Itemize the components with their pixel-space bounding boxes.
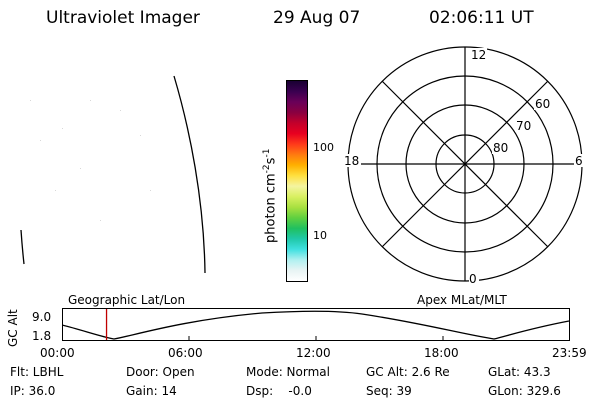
- instrument-title: Ultraviolet Imager: [46, 8, 200, 28]
- info-glat: GLat: 43.3: [488, 365, 551, 379]
- polar-label-right: 6: [575, 154, 583, 168]
- uv-image-panel: [20, 75, 206, 274]
- info-mode: Mode: Normal: [246, 365, 330, 379]
- orbit-time-tick-1: 06:00: [168, 346, 203, 360]
- polar-lat-60: 60: [535, 97, 550, 111]
- polar-label-top: 12: [471, 48, 486, 62]
- info-seq: Seq: 39: [366, 384, 412, 398]
- orbit-plot: [62, 308, 570, 341]
- limb-arc-right: [173, 75, 206, 274]
- orbit-time-tick-0: 00:00: [40, 346, 75, 360]
- colorbar-gradient: [286, 80, 308, 282]
- polar-label-left: 18: [344, 154, 359, 168]
- polar-lat-80: 80: [493, 141, 508, 155]
- orbit-ymin-label: 1.8: [32, 329, 52, 343]
- polar-plot: 12 0 18 6 60 70 80: [342, 46, 585, 286]
- info-door: Door: Open: [126, 365, 195, 379]
- info-dsp: Dsp: -0.0: [246, 384, 312, 398]
- faint-speckles: [30, 100, 151, 221]
- orbit-left-label: Geographic Lat/Lon: [68, 293, 186, 307]
- image-date: 29 Aug 07: [273, 8, 361, 28]
- orbit-time-tick-4: 23:59: [552, 346, 587, 360]
- colorbar-unit-label: photon cm-2s-1: [262, 148, 279, 243]
- info-gain: Gain: 14: [126, 384, 177, 398]
- polar-diagonal-2: [381, 80, 549, 248]
- orbit-altitude-curve: [62, 310, 570, 340]
- info-glon: GLon: 329.6: [488, 384, 561, 398]
- orbit-ymax-label: 9.0: [32, 310, 52, 324]
- orbit-time-tick-3: 18:00: [424, 346, 459, 360]
- colorbar-tick-10: 10: [313, 229, 327, 242]
- orbit-y-axis-label: GC Alt: [6, 309, 20, 347]
- info-gc-alt: GC Alt: 2.6 Re: [366, 365, 450, 379]
- orbit-time-tick-2: 12:00: [296, 346, 331, 360]
- image-time: 02:06:11 UT: [429, 8, 534, 28]
- polar-lat-70: 70: [516, 119, 531, 133]
- info-filter: Flt: LBHL: [10, 365, 64, 379]
- orbit-plot-frame: [62, 308, 570, 341]
- orbit-right-label: Apex MLat/MLT: [417, 293, 507, 307]
- polar-label-bottom: 0: [469, 272, 477, 286]
- colorbar-tick-100: 100: [313, 141, 334, 154]
- limb-arc-left: [20, 229, 25, 265]
- info-ip: IP: 36.0: [10, 384, 56, 398]
